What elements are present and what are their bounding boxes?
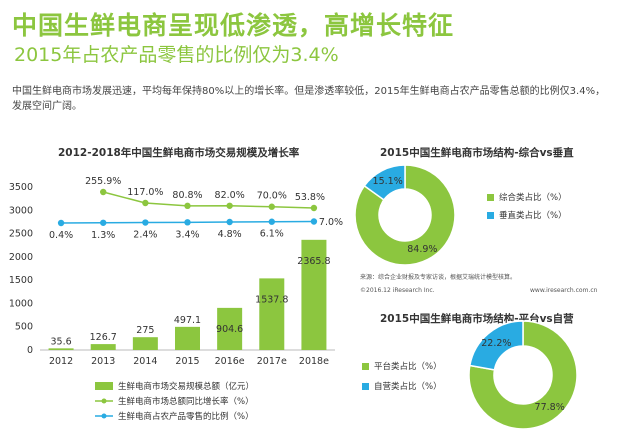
share-point <box>57 219 65 227</box>
legend-bar-swatch <box>95 382 113 390</box>
legend-label: 生鲜电商占农产品零售的比例（%） <box>118 412 254 422</box>
legend-label: 生鲜电商市场总额同比增长率（%） <box>118 397 254 407</box>
x-tick-label: 2017e <box>257 356 287 367</box>
bar-value-label: 497.1 <box>174 315 201 326</box>
share-point <box>184 219 191 226</box>
pie2-legend-label: 平台类占比（%） <box>374 362 442 372</box>
growth-label: 117.0% <box>127 187 163 198</box>
growth-point <box>184 202 191 210</box>
pie1-legend-item-0: 综合类占比（%） <box>487 191 567 203</box>
pie2-legend-label: 自营类占比（%） <box>374 382 442 392</box>
bar <box>301 239 327 350</box>
intro-text: 中国生鲜电商市场发展迅速，平均每年保持80%以上的增长率。但是渗透率较低，201… <box>12 86 606 112</box>
bar <box>90 344 116 350</box>
page-subtitle: 2015年占农产品零售的比例仅为3.4% <box>14 44 339 66</box>
share-point <box>100 219 107 226</box>
pie2-legend-item-0: 平台类占比（%） <box>362 360 442 372</box>
bar-value-label: 904.6 <box>216 324 243 335</box>
share-point <box>226 218 233 226</box>
growth-point <box>100 188 107 196</box>
share-point <box>310 218 318 225</box>
share-label: 7.0% <box>319 217 343 228</box>
legend-item-share: 生鲜电商占农产品零售的比例（%） <box>95 410 254 422</box>
growth-point <box>310 204 318 212</box>
bar-value-label: 35.6 <box>50 336 71 347</box>
share-label: 0.4% <box>49 230 73 241</box>
y-tick-label: 3500 <box>9 182 33 193</box>
growth-label: 255.9% <box>85 176 121 187</box>
share-label: 3.4% <box>175 229 199 240</box>
bar-value-label: 126.7 <box>90 332 117 343</box>
bar-value-label: 2365.8 <box>297 256 330 267</box>
legend-item-bar: 生鲜电商市场交易规模总额（亿元） <box>95 380 254 392</box>
pie-value-label: 77.8% <box>535 402 565 413</box>
legend-label: 生鲜电商市场交易规模总额（亿元） <box>118 382 255 392</box>
source-url: www.iresearch.com.cn <box>530 287 598 294</box>
pie-value-label: 15.1% <box>373 176 403 187</box>
x-tick-label: 2016e <box>215 356 245 367</box>
pie-slice <box>354 164 456 266</box>
pie2-legend-swatch <box>362 382 369 390</box>
share-label: 1.3% <box>91 230 115 241</box>
main-chart-title: 2012-2018年中国生鲜电商市场交易规模及增长率 <box>58 147 300 159</box>
x-tick-label: 2015 <box>175 356 199 367</box>
legend-line-swatch <box>95 398 113 404</box>
bar <box>259 278 285 350</box>
share-label: 4.8% <box>218 229 242 240</box>
growth-label: 70.0% <box>257 191 287 202</box>
pie1-legend-label: 垂直类占比（%） <box>499 211 567 221</box>
share-label: 6.1% <box>260 229 284 240</box>
pie2-chart: 77.8% 22.2% <box>468 320 578 430</box>
pie2-legend-swatch <box>362 362 369 370</box>
pie1-legend-swatch <box>487 193 494 201</box>
page-title: 中国生鲜电商呈现低渗透，高增长特征 <box>12 11 455 40</box>
pie-slice <box>363 164 406 201</box>
pie-value-label: 22.2% <box>481 338 511 349</box>
bar <box>217 307 243 350</box>
y-tick-label: 2500 <box>9 229 33 240</box>
legend-item-growth: 生鲜电商市场总额同比增长率（%） <box>95 395 254 407</box>
y-tick-label: 0 <box>27 345 33 356</box>
x-tick-label: 2014 <box>133 356 157 367</box>
share-point <box>268 218 275 225</box>
pie-slice <box>468 320 578 430</box>
share-point <box>142 219 149 226</box>
y-tick-label: 1500 <box>9 275 33 286</box>
growth-point <box>226 202 233 209</box>
growth-label: 82.0% <box>215 190 245 201</box>
growth-label: 80.8% <box>172 190 202 201</box>
growth-label: 53.8% <box>295 192 325 203</box>
growth-point <box>142 199 149 207</box>
bar <box>175 326 200 350</box>
source-note: 来源：综合企业财报及专家访谈，根据艾瑞统计模型核算。 <box>360 274 517 281</box>
bar-value-label: 275 <box>136 325 154 336</box>
bar <box>132 337 158 350</box>
pie1-legend-swatch <box>487 211 494 219</box>
pie1-chart: 84.9% 15.1% <box>354 164 456 266</box>
y-tick-label: 1000 <box>9 298 33 309</box>
y-tick-label: 500 <box>15 322 33 333</box>
pie1-title: 2015中国生鲜电商市场结构-综合vs垂直 <box>380 147 574 159</box>
growth-point <box>268 203 275 210</box>
legend-line-swatch <box>95 413 113 419</box>
pie-value-label: 84.9% <box>407 244 437 255</box>
x-tick-label: 2013 <box>91 356 115 367</box>
x-tick-label: 2012 <box>49 356 73 367</box>
bar <box>48 348 74 350</box>
y-tick-label: 2000 <box>9 252 33 263</box>
bar-value-label: 1537.8 <box>255 294 288 305</box>
pie1-legend-item-1: 垂直类占比（%） <box>487 209 567 221</box>
pie-slice <box>468 320 524 371</box>
y-tick-label: 3000 <box>9 205 33 216</box>
share-label: 2.4% <box>133 230 157 241</box>
growth-line <box>103 191 314 209</box>
x-tick-label: 2018e <box>299 356 329 367</box>
pie2-legend-item-1: 自营类占比（%） <box>362 380 442 392</box>
main-chart: 0 500 1000 1500 2000 2500 3000 3500 2012 2013 2014… <box>9 176 343 367</box>
copyright: ©2016.12 iResearch Inc. <box>360 287 435 294</box>
pie1-legend-label: 综合类占比（%） <box>499 193 567 203</box>
